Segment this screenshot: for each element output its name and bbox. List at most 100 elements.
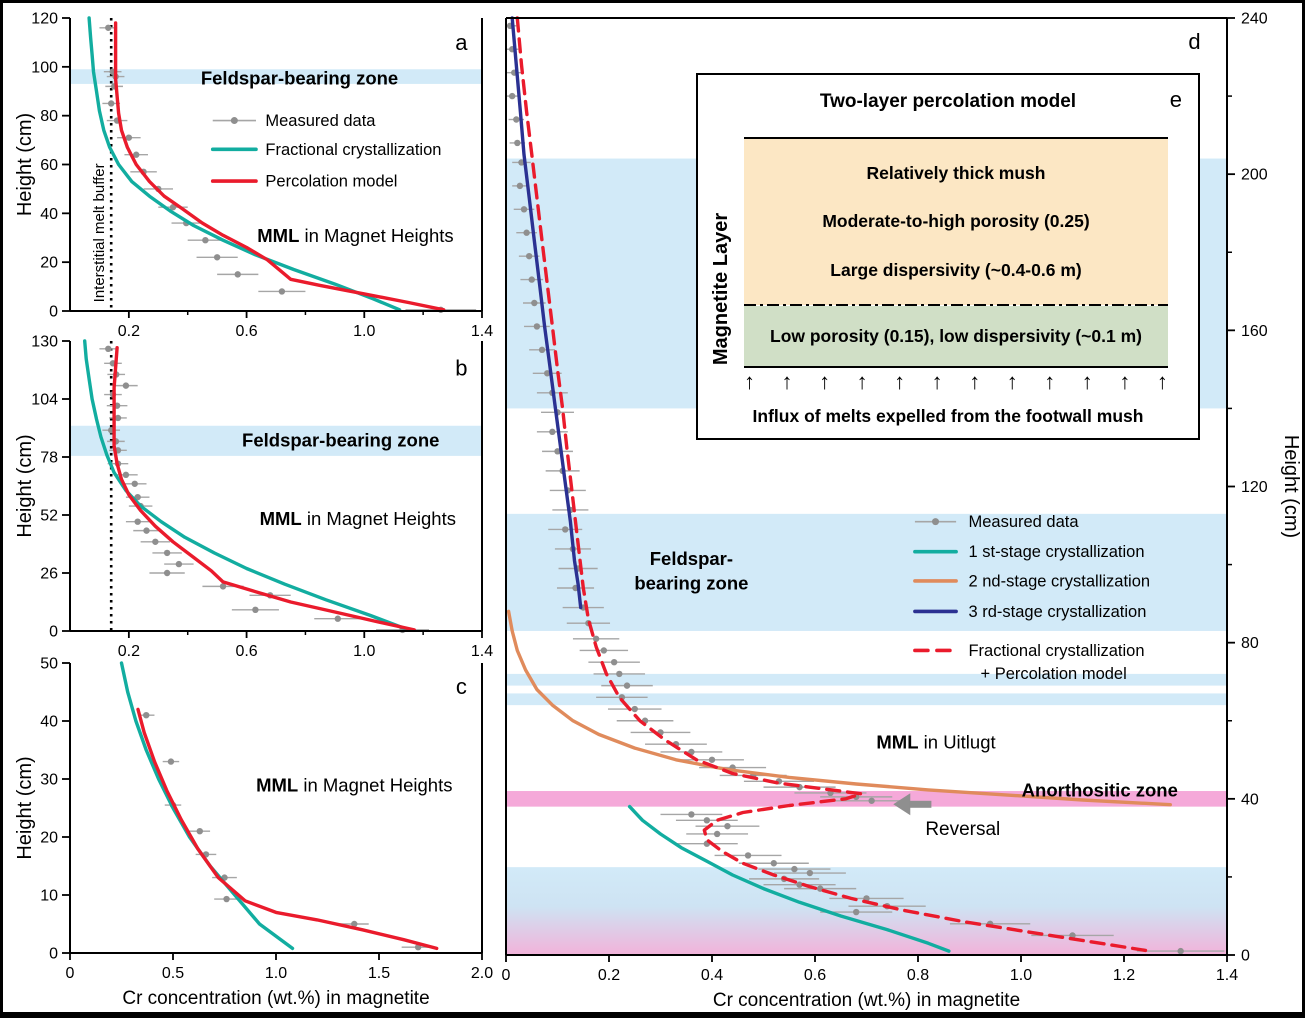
highlight-band bbox=[70, 69, 482, 84]
data-point bbox=[1177, 947, 1184, 955]
panel-b: 0.2 0.6 1.0 1.4 0 26 52 78 104 130 Height (cm) b Fel… bbox=[14, 334, 493, 661]
data-point bbox=[806, 869, 814, 877]
legend-label: + Percolation model bbox=[980, 665, 1126, 683]
data-point bbox=[202, 236, 209, 244]
data-point bbox=[278, 288, 286, 295]
legend: Measured data 1 st-stage crystallization 2… bbox=[913, 513, 1150, 683]
x-axis-title: Cr concentration (wt.%) in magnetite bbox=[713, 990, 1020, 1011]
legend-label: Measured data bbox=[265, 112, 376, 130]
series-fractional-crystallization bbox=[87, 16, 402, 312]
x-tick-label: 0.6 bbox=[235, 323, 257, 340]
reversal-arrow-icon bbox=[893, 793, 911, 816]
x-tick-label: 0.5 bbox=[162, 965, 184, 982]
y-tick-label: 60 bbox=[40, 157, 58, 174]
inset-influx-label: Influx of melts expelled from the footwa… bbox=[752, 406, 1144, 426]
data-point bbox=[623, 682, 631, 689]
annotation-part: MML bbox=[260, 508, 302, 529]
x-tick-label: 1.4 bbox=[1216, 967, 1238, 984]
x-axis-title: Cr concentration (wt.%) in magnetite bbox=[122, 988, 429, 1009]
data-point bbox=[105, 24, 112, 31]
legend-sample-dot bbox=[932, 518, 940, 526]
data-point bbox=[163, 569, 171, 577]
annotation-part: MML bbox=[876, 732, 918, 753]
measured-data bbox=[99, 345, 430, 634]
inset-title: Two-layer percolation model bbox=[819, 91, 1077, 112]
highlight-band bbox=[506, 791, 1227, 807]
y-tick-label: 10 bbox=[40, 888, 58, 905]
y-tick-label: 120 bbox=[31, 11, 58, 28]
up-arrow-icon: ↑ bbox=[1156, 369, 1168, 394]
series-3-rd-stage-crystallization bbox=[510, 16, 583, 610]
annotation: d bbox=[1188, 29, 1200, 54]
y-tick-label: 0 bbox=[49, 304, 58, 321]
y-tick-label: 160 bbox=[1241, 323, 1268, 340]
data-point bbox=[167, 758, 175, 765]
highlight-band bbox=[506, 673, 1227, 686]
annotation: Feldspar- bbox=[650, 548, 733, 569]
y-tick-label: 40 bbox=[1241, 791, 1259, 808]
annotation: MML in Magnet Heights bbox=[257, 225, 453, 246]
data-point bbox=[219, 583, 227, 590]
y-axis-title: Height (cm) bbox=[14, 113, 36, 216]
up-arrow-icon: ↑ bbox=[1081, 369, 1093, 394]
data-point bbox=[169, 204, 177, 211]
data-point bbox=[143, 527, 150, 534]
series-1-st-stage-crystallization bbox=[627, 804, 951, 953]
data-point bbox=[562, 526, 569, 533]
data-point bbox=[631, 705, 638, 713]
data-point bbox=[175, 560, 183, 568]
highlight-band bbox=[506, 693, 1227, 706]
axes: 0.2 0.6 1.0 1.4 0 26 52 78 104 130 bbox=[31, 334, 493, 661]
y-axis-title: Height (cm) bbox=[14, 434, 36, 537]
data-point bbox=[868, 797, 875, 804]
y-tick-label: 104 bbox=[31, 392, 58, 409]
data-point bbox=[744, 852, 752, 859]
data-point bbox=[600, 647, 608, 654]
data-point bbox=[252, 606, 259, 614]
inset-panel-e: Two-layer percolation model e Magnetite … bbox=[696, 73, 1200, 440]
up-arrow-icon: ↑ bbox=[856, 369, 868, 394]
annotation-part: in Magnet Heights bbox=[299, 225, 453, 246]
inset-side-label: Magnetite Layer bbox=[710, 212, 732, 366]
y-tick-label: 40 bbox=[40, 206, 58, 223]
data-point bbox=[610, 658, 618, 666]
data-point bbox=[520, 206, 528, 213]
y-tick-label: 0 bbox=[1241, 948, 1250, 965]
y-tick-label: 26 bbox=[40, 566, 58, 583]
y-tick-label: 20 bbox=[40, 830, 58, 847]
data-point bbox=[531, 299, 538, 307]
up-arrow-icon: ↑ bbox=[819, 369, 831, 394]
annotation: Feldspar-bearing zone bbox=[242, 430, 439, 451]
legend-label: 3 rd-stage crystallization bbox=[968, 603, 1146, 621]
x-tick-label: 0.8 bbox=[907, 967, 929, 984]
highlight-band bbox=[506, 867, 1227, 955]
data-point bbox=[134, 493, 141, 501]
annotation: bearing zone bbox=[634, 573, 748, 594]
data-point bbox=[234, 271, 241, 278]
data-point bbox=[334, 615, 341, 622]
data-point bbox=[514, 139, 521, 147]
series-fractional-crystallization bbox=[119, 661, 295, 951]
y-tick-label: 200 bbox=[1241, 167, 1268, 184]
panel-a: 0.2 0.6 1.0 1.4 0 20 40 60 80 100 120 Height (cm) a F… bbox=[14, 11, 493, 341]
legend-label: Measured data bbox=[968, 513, 1079, 531]
inset-lower-layer: Low porosity (0.15), low dispersivity (~… bbox=[744, 306, 1168, 368]
x-tick-label: 1.4 bbox=[471, 323, 493, 340]
y-tick-label: 100 bbox=[31, 59, 58, 76]
annotation: MML in Uitlugt bbox=[876, 732, 995, 753]
legend: Measured data Fractional crystallization P… bbox=[210, 112, 441, 191]
data-point bbox=[516, 182, 524, 190]
up-arrow-icon: ↑ bbox=[931, 369, 943, 394]
x-tick-label: 1.0 bbox=[265, 965, 287, 982]
data-point bbox=[122, 471, 130, 479]
up-arrow-icon: ↑ bbox=[744, 369, 755, 394]
y-tick-label: 120 bbox=[1241, 479, 1268, 496]
inset-upper-line-2: Moderate-to-high porosity (0.25) bbox=[822, 211, 1090, 232]
data-point bbox=[152, 538, 159, 545]
data-point bbox=[533, 323, 541, 330]
data-point bbox=[122, 382, 130, 389]
data-point bbox=[796, 881, 803, 888]
annotation: b bbox=[455, 355, 467, 380]
up-arrow-icon: ↑ bbox=[1006, 369, 1018, 394]
